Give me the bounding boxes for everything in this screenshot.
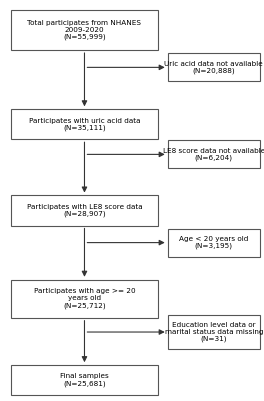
FancyBboxPatch shape <box>168 53 260 81</box>
FancyBboxPatch shape <box>168 229 260 257</box>
FancyBboxPatch shape <box>11 196 158 225</box>
Text: Total participates from NHANES
2009-2020
(N=55,999): Total participates from NHANES 2009-2020… <box>27 20 142 41</box>
Text: Participates with uric acid data
(N=35,111): Participates with uric acid data (N=35,1… <box>29 117 140 131</box>
Text: Participates with LE8 score data
(N=28,907): Participates with LE8 score data (N=28,9… <box>27 204 142 217</box>
FancyBboxPatch shape <box>11 10 158 50</box>
Text: LE8 score data not available
(N=6,204): LE8 score data not available (N=6,204) <box>163 148 264 161</box>
Text: Education level data or
marital status data missing
(N=31): Education level data or marital status d… <box>164 322 263 342</box>
FancyBboxPatch shape <box>168 140 260 168</box>
Text: Participates with age >= 20
years old
(N=25,712): Participates with age >= 20 years old (N… <box>34 288 135 309</box>
FancyBboxPatch shape <box>11 365 158 395</box>
FancyBboxPatch shape <box>168 315 260 349</box>
Text: Final samples
(N=25,681): Final samples (N=25,681) <box>60 373 109 387</box>
Text: Uric acid data not available
(N=20,888): Uric acid data not available (N=20,888) <box>164 61 263 74</box>
FancyBboxPatch shape <box>11 280 158 318</box>
Text: Age < 20 years old
(N=3,195): Age < 20 years old (N=3,195) <box>179 236 248 249</box>
FancyBboxPatch shape <box>11 109 158 140</box>
